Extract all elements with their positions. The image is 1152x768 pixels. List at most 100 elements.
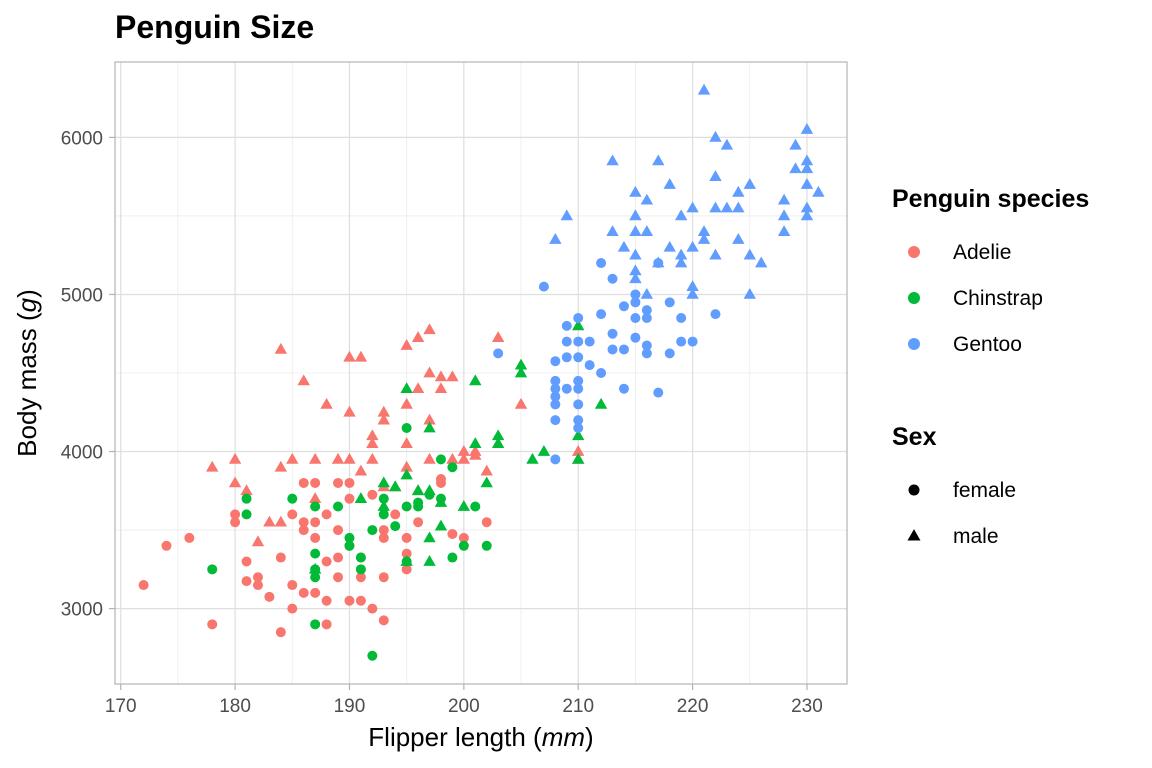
- chinstrap-male-point: [354, 492, 368, 503]
- legend-chinstrap-label: Chinstrap: [953, 287, 1043, 310]
- gentoo-female-point: [710, 309, 721, 320]
- gentoo-male-point: [732, 232, 745, 244]
- chinstrap-female-point: [470, 501, 481, 512]
- chinstrap-female-point: [367, 525, 378, 536]
- gentoo-female-point: [607, 273, 618, 284]
- y-axis-ticks: 3000 4000 5000 6000: [61, 128, 115, 621]
- adelie-female-point: [252, 572, 263, 583]
- legend-adelie-label: Adelie: [953, 241, 1011, 264]
- gentoo-female-point: [607, 328, 618, 339]
- adelie-male-point: [366, 429, 379, 441]
- adelie-male-point: [423, 323, 436, 335]
- adelie-female-point: [333, 477, 344, 488]
- gentoo-female-point: [618, 344, 629, 355]
- adelie-male-point: [274, 342, 288, 354]
- x-tick-label: 190: [334, 696, 366, 717]
- chinstrap-male-point: [469, 437, 482, 449]
- gentoo-male-point: [629, 185, 642, 197]
- gentoo-female-point: [596, 258, 607, 269]
- gentoo-male-point: [812, 185, 825, 197]
- adelie-male-point: [423, 452, 436, 464]
- chinstrap-female-point: [390, 521, 401, 532]
- chinstrap-male-point: [400, 382, 413, 394]
- legend-sex: Sex female male: [892, 423, 1016, 548]
- gentoo-male-point: [709, 201, 722, 213]
- adelie-male-point: [206, 460, 219, 472]
- adelie-male-point: [274, 460, 288, 472]
- chinstrap-female-point: [344, 532, 355, 543]
- y-tick-label: 6000: [61, 128, 103, 149]
- gentoo-female-point: [561, 352, 572, 363]
- data-points: [138, 83, 825, 661]
- chinstrap-female-point: [310, 572, 321, 583]
- major-gridlines: [115, 62, 847, 684]
- chinstrap-male-point: [594, 397, 608, 409]
- chinstrap-male-point: [400, 554, 413, 566]
- chinstrap-female-point: [401, 422, 412, 433]
- chinstrap-female-point: [287, 493, 298, 504]
- gentoo-male-point: [777, 193, 791, 205]
- adelie-female-point: [390, 509, 401, 520]
- adelie-female-point: [333, 525, 344, 536]
- adelie-female-point: [333, 552, 344, 563]
- chinstrap-male-point: [572, 429, 585, 441]
- gentoo-female-point: [573, 352, 584, 363]
- gentoo-male-point: [629, 272, 642, 284]
- gentoo-male-point: [686, 201, 699, 213]
- chinstrap-female-point: [310, 548, 321, 559]
- gentoo-female-point: [550, 356, 561, 367]
- adelie-female-point: [321, 595, 332, 606]
- adelie-male-point: [480, 464, 493, 476]
- adelie-male-point: [308, 452, 322, 464]
- adelie-female-point: [275, 627, 286, 638]
- gentoo-male-point: [743, 248, 756, 260]
- legend-female-key: [908, 484, 920, 496]
- adelie-male-point: [423, 413, 436, 425]
- gentoo-male-point: [640, 193, 654, 205]
- adelie-male-point: [572, 445, 585, 456]
- gentoo-male-point: [640, 225, 654, 236]
- adelie-female-point: [241, 556, 252, 567]
- legend-species: Penguin species Adelie Chinstrap Gentoo: [892, 185, 1089, 356]
- gentoo-female-point: [596, 309, 607, 320]
- adelie-female-point: [310, 532, 321, 543]
- adelie-female-point: [230, 509, 241, 520]
- chinstrap-female-point: [401, 501, 412, 512]
- chinstrap-female-point: [435, 454, 446, 465]
- adelie-male-point: [354, 350, 368, 362]
- adelie-female-point: [378, 532, 389, 543]
- x-tick-label: 220: [677, 696, 709, 717]
- adelie-female-point: [367, 489, 378, 500]
- adelie-female-point: [355, 572, 366, 583]
- adelie-female-point: [355, 595, 366, 606]
- chinstrap-female-point: [378, 509, 389, 520]
- adelie-female-point: [344, 595, 355, 606]
- gentoo-female-point: [607, 344, 618, 355]
- chinstrap-female-point: [344, 540, 355, 551]
- gentoo-female-point: [653, 387, 664, 398]
- chinstrap-male-point: [514, 366, 528, 378]
- gentoo-male-point: [720, 138, 734, 150]
- chinstrap-female-point: [447, 462, 458, 473]
- adelie-male-point: [423, 366, 436, 378]
- gentoo-male-point: [800, 201, 814, 213]
- gentoo-female-point: [561, 383, 572, 394]
- adelie-male-point: [331, 452, 345, 464]
- y-tick-label: 3000: [61, 600, 103, 621]
- chinstrap-male-point: [526, 452, 539, 464]
- gentoo-male-point: [732, 185, 745, 197]
- adelie-female-point: [435, 474, 446, 485]
- adelie-female-point: [321, 556, 332, 567]
- gentoo-male-point: [789, 138, 802, 150]
- y-tick-label: 4000: [61, 443, 103, 464]
- gentoo-male-point: [663, 240, 676, 252]
- gentoo-male-point: [629, 209, 642, 221]
- adelie-female-point: [310, 477, 321, 488]
- adelie-female-point: [138, 580, 149, 591]
- gentoo-male-point: [686, 287, 699, 299]
- chinstrap-female-point: [378, 493, 389, 504]
- chinstrap-female-point: [355, 564, 366, 575]
- gentoo-female-point: [676, 313, 687, 324]
- adelie-female-point: [207, 619, 218, 630]
